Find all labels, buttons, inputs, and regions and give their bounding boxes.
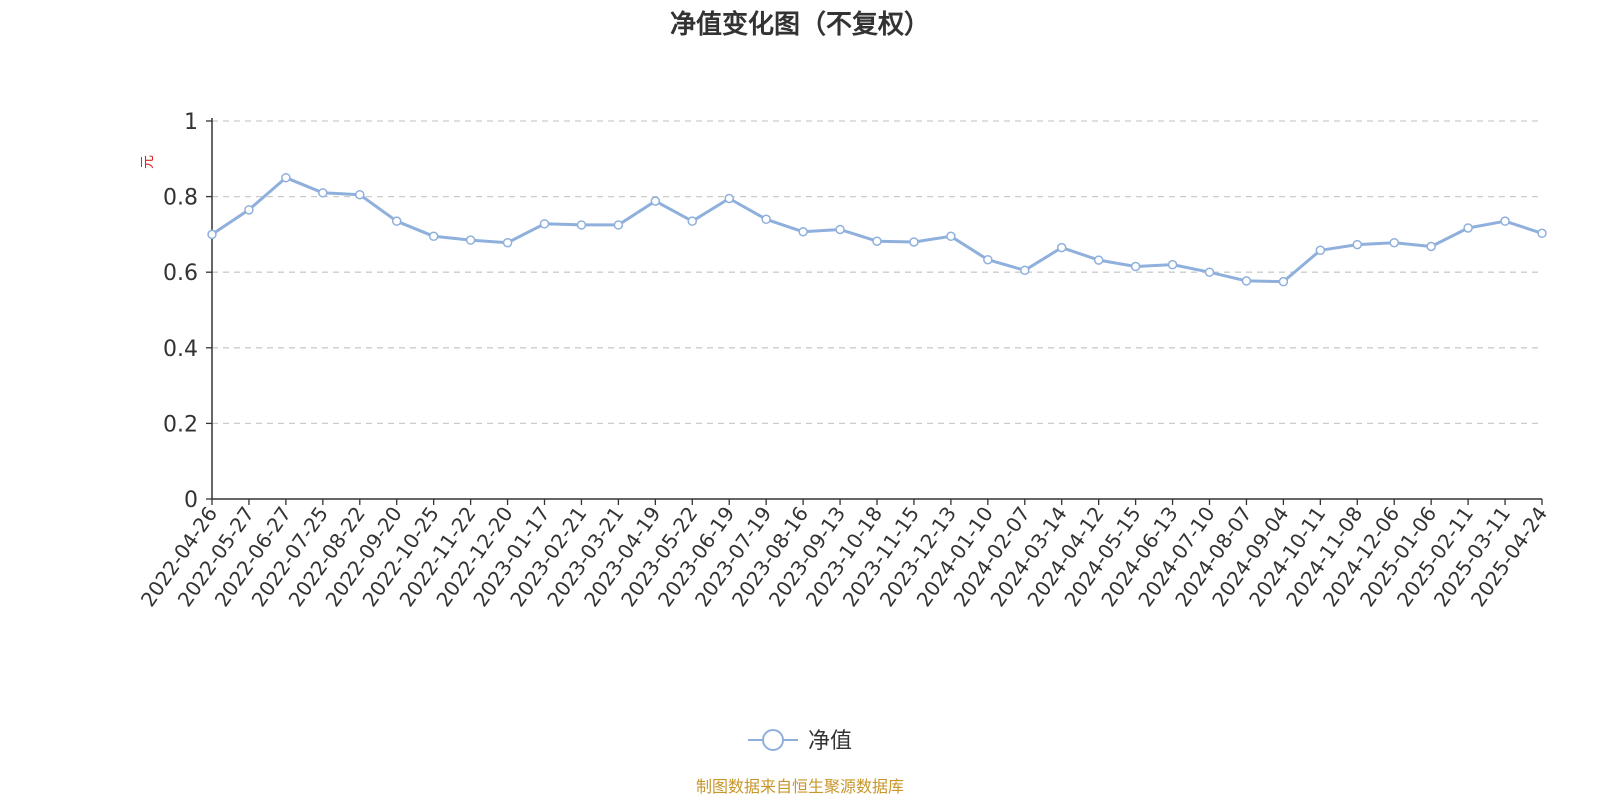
data-point[interactable] (318, 188, 328, 198)
data-point[interactable] (613, 220, 624, 230)
data-point[interactable] (1278, 276, 1289, 287)
data-point[interactable] (761, 214, 771, 225)
grid-lines (212, 120, 1542, 425)
data-point[interactable] (1241, 276, 1252, 286)
data-point[interactable] (687, 216, 698, 226)
data-point[interactable] (428, 231, 439, 242)
data-point[interactable] (576, 220, 587, 230)
data-point[interactable] (798, 227, 808, 237)
y-tick-label: 0.2 (163, 412, 198, 437)
y-tick-label: 0.8 (163, 186, 198, 211)
data-point[interactable] (1315, 245, 1326, 256)
data-source-note: 制图数据来自恒生聚源数据库 (696, 777, 904, 796)
y-tick-labels: 0 0.2 0.4 0.6 0.8 1 (163, 110, 198, 513)
data-point[interactable] (724, 193, 734, 204)
data-point[interactable] (1463, 223, 1473, 233)
data-point[interactable] (909, 237, 919, 247)
data-point[interactable] (1130, 261, 1141, 272)
y-axis-label: 元 (140, 155, 156, 169)
data-point[interactable] (835, 224, 845, 235)
data-point[interactable] (1204, 267, 1215, 277)
data-point[interactable] (1056, 242, 1067, 253)
data-point[interactable] (465, 235, 476, 245)
chart-title: 净值变化图（不复权） (670, 9, 930, 40)
legend-marker (762, 729, 784, 751)
data-point[interactable] (1389, 237, 1399, 248)
legend[interactable]: 净值 (748, 729, 852, 754)
axes (206, 118, 1543, 505)
data-point[interactable] (1020, 265, 1030, 276)
data-point[interactable] (355, 189, 365, 200)
data-point[interactable] (1352, 239, 1363, 250)
legend-label: 净值 (808, 729, 852, 754)
y-tick-label: 1 (184, 110, 198, 135)
data-point[interactable] (244, 205, 254, 215)
y-tick-label: 0.6 (163, 261, 198, 286)
data-point[interactable] (391, 216, 402, 226)
data-point[interactable] (1426, 241, 1436, 252)
data-point[interactable] (650, 196, 661, 206)
series-line (211, 176, 1543, 284)
data-point[interactable] (1537, 228, 1547, 239)
y-tick-label: 0 (184, 488, 198, 513)
data-point[interactable] (1093, 255, 1104, 265)
data-point[interactable] (946, 231, 956, 242)
data-point[interactable] (872, 236, 882, 246)
data-point[interactable] (281, 172, 291, 183)
data-point[interactable] (502, 237, 513, 248)
data-point[interactable] (207, 229, 217, 240)
data-point[interactable] (539, 219, 550, 229)
data-point[interactable] (983, 254, 993, 265)
y-tick-label: 0.4 (163, 337, 198, 362)
series-layer (207, 172, 1547, 287)
data-point[interactable] (1167, 259, 1178, 270)
x-tick-labels: 2022-04-262022-05-272022-06-272022-07-25… (136, 502, 1552, 611)
data-point[interactable] (1500, 216, 1510, 226)
